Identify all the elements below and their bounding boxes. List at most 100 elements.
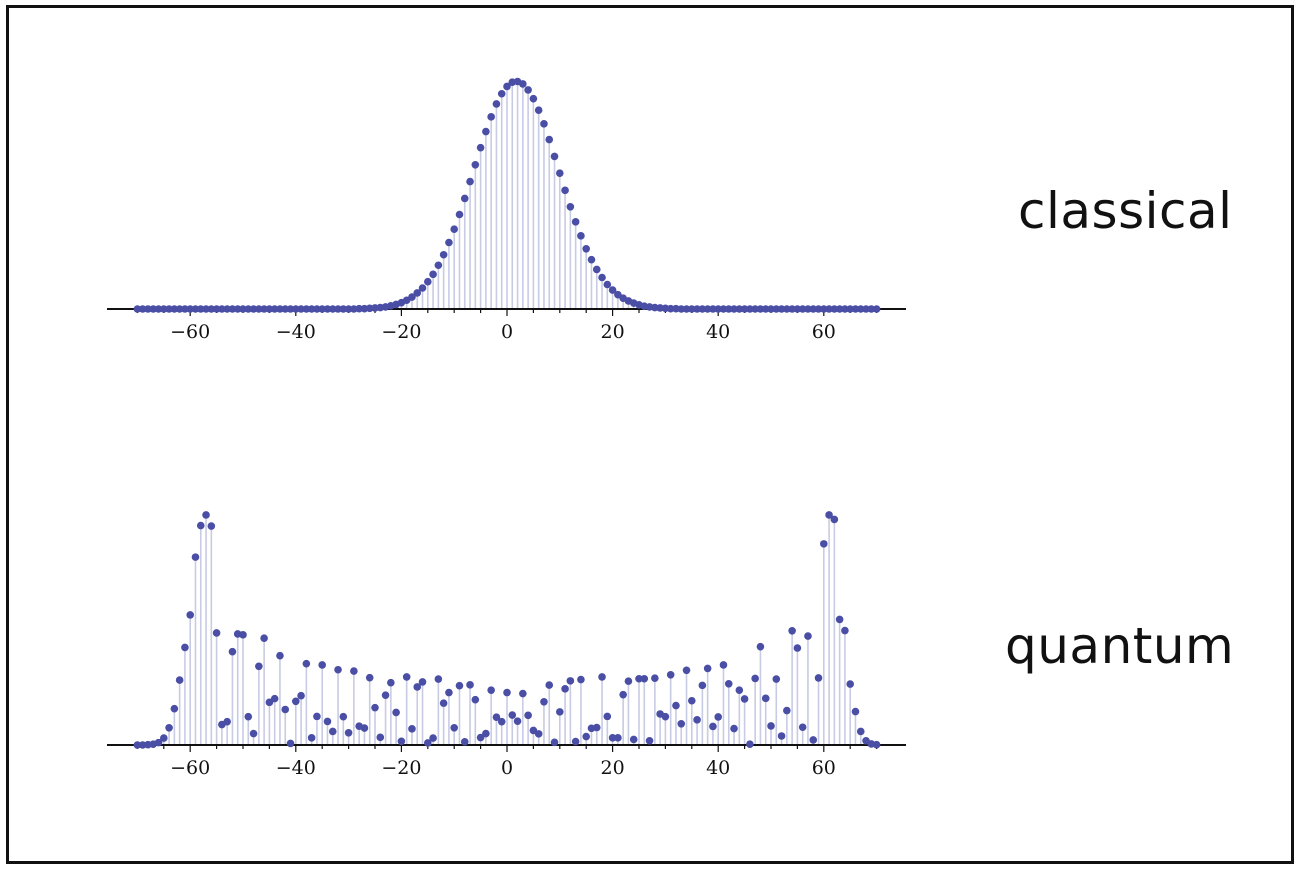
- quantum-data-point: [629, 735, 638, 744]
- classical-data-point: [777, 305, 786, 313]
- classical-tick-label: 20: [601, 321, 625, 343]
- classical-data-point: [788, 305, 796, 313]
- classical-data-point: [482, 127, 490, 136]
- quantum-data-point: [841, 626, 849, 635]
- quantum-data-point: [724, 679, 733, 688]
- classical-data-point: [598, 273, 606, 282]
- quantum-data-point: [471, 695, 480, 704]
- quantum-data-point: [513, 717, 522, 725]
- classical-data-point: [196, 305, 205, 313]
- classical-data-point: [872, 305, 881, 313]
- quantum-data-point: [830, 515, 839, 524]
- classical-data-point: [276, 305, 284, 313]
- quantum-data-point: [508, 711, 517, 719]
- classical-data-point: [566, 203, 575, 211]
- quantum-tick-label: −40: [276, 757, 316, 779]
- quantum-data-point: [767, 722, 775, 730]
- classical-data-point: [323, 305, 332, 313]
- quantum-data-point: [381, 691, 390, 699]
- classical-data-point: [281, 305, 290, 313]
- quantum-data-point: [735, 686, 744, 694]
- quantum-data-point: [334, 665, 342, 674]
- quantum-data-point: [693, 716, 701, 724]
- quantum-data-point: [598, 673, 606, 681]
- classical-data-point: [239, 305, 247, 313]
- classical-data-point: [497, 89, 506, 98]
- quantum-data-point: [730, 724, 738, 733]
- classical-data-point: [355, 304, 363, 313]
- classical-data-point: [856, 305, 865, 313]
- quantum-data-point: [582, 732, 590, 741]
- classical-data-point: [138, 305, 147, 313]
- quantum-data-point: [756, 642, 765, 651]
- classical-data-point: [165, 305, 173, 313]
- quantum-data-point: [761, 694, 770, 703]
- classical-data-point: [154, 305, 163, 313]
- classical-data-point: [292, 305, 300, 313]
- quantum-data-point: [418, 678, 427, 686]
- quantum-data-point: [460, 738, 469, 746]
- quantum-data-point: [788, 626, 796, 635]
- quantum-data-point: [772, 675, 781, 683]
- classical-data-point: [577, 232, 585, 240]
- classical-data-point: [730, 305, 738, 313]
- quantum-data-point: [698, 681, 707, 690]
- classical-data-point: [175, 305, 184, 313]
- quantum-data-point: [434, 675, 443, 683]
- quantum-data-point: [175, 676, 184, 684]
- quantum-data-point: [466, 681, 474, 689]
- quantum-data-point: [244, 712, 253, 721]
- quantum-data-point: [566, 677, 575, 685]
- classical-data-point: [841, 305, 849, 313]
- classical-data-point: [540, 120, 548, 128]
- classical-data-point: [455, 210, 464, 219]
- quantum-label: quantum: [1005, 617, 1235, 675]
- classical-data-point: [714, 305, 722, 313]
- quantum-data-point: [534, 730, 543, 738]
- quantum-data-point: [482, 729, 490, 738]
- quantum-data-point: [835, 615, 844, 624]
- quantum-data-point: [191, 553, 200, 561]
- classical-data-point: [429, 270, 437, 279]
- classical-data-point: [809, 305, 818, 313]
- quantum-data-point: [635, 674, 643, 683]
- classical-data-point: [424, 277, 432, 286]
- classical-data-point: [144, 305, 152, 313]
- quantum-data-point: [223, 717, 231, 726]
- quantum-data-point: [540, 698, 548, 706]
- quantum-data-point: [196, 521, 205, 530]
- quantum-data-point: [297, 691, 305, 700]
- quantum-data-point: [344, 729, 353, 737]
- quantum-data-point: [545, 681, 554, 689]
- classical-data-point: [244, 305, 253, 313]
- quantum-data-point: [682, 666, 691, 675]
- quantum-tick-label: 0: [501, 757, 513, 779]
- classical-data-point: [202, 305, 210, 313]
- classical-data-point: [318, 305, 327, 313]
- classical-data-point: [793, 305, 802, 313]
- classical-data-point: [133, 305, 142, 313]
- quantum-data-point: [645, 736, 654, 745]
- classical-data-point: [783, 305, 791, 313]
- quantum-data-point: [651, 674, 659, 683]
- quantum-data-point: [640, 674, 649, 683]
- classical-data-point: [344, 305, 353, 313]
- classical-data-point: [735, 305, 744, 313]
- classical-data-point: [339, 305, 348, 313]
- classical-data-point: [265, 305, 274, 313]
- quantum-data-point: [281, 705, 290, 714]
- classical-data-point: [830, 305, 839, 313]
- quantum-data-point: [360, 724, 369, 732]
- quantum-data-point: [228, 647, 237, 656]
- classical-tick-label: 40: [706, 321, 730, 343]
- classical-data-point: [867, 305, 876, 313]
- classical-data-point: [835, 305, 844, 313]
- classical-data-point: [719, 305, 728, 313]
- quantum-data-point: [181, 643, 189, 652]
- classical-data-point: [772, 305, 781, 313]
- quantum-data-point: [677, 720, 686, 728]
- quantum-data-point: [783, 706, 791, 715]
- classical-data-point: [603, 280, 612, 289]
- classical-data-point: [297, 305, 305, 313]
- quantum-plot: −60 −40 −20 0 20 40 60: [107, 511, 906, 779]
